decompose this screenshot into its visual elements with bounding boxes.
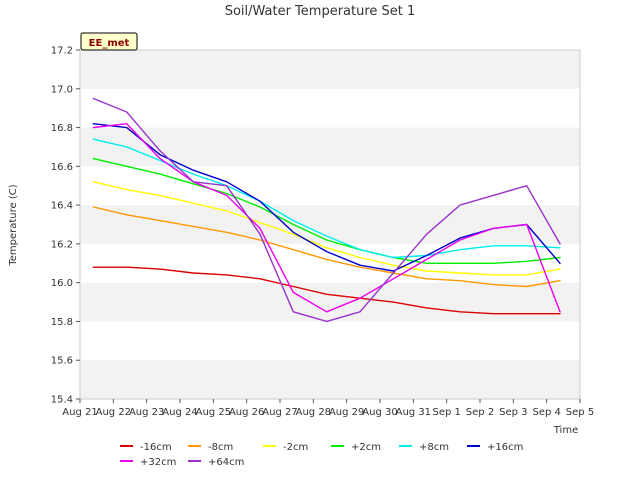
legend-label: +64cm (208, 457, 244, 468)
x-tick-label: Aug 22 (96, 407, 131, 418)
x-tick-label: Aug 24 (162, 407, 197, 418)
x-tick-label: Aug 26 (229, 407, 264, 418)
y-tick-label: 16.0 (51, 278, 73, 289)
legend-item-4: +2cm (331, 442, 381, 453)
y-tick-label: 16.8 (51, 123, 73, 134)
x-tick-label: Aug 28 (296, 407, 331, 418)
y-tick-label: 17.0 (51, 84, 73, 95)
series-line-3 (92, 181, 561, 276)
y-axis-label: Temperature (C) (8, 184, 19, 266)
grid-band (80, 360, 580, 399)
x-tick-label: Aug 27 (262, 407, 297, 418)
series-line-8 (92, 97, 561, 323)
x-tick-label: Aug 29 (329, 407, 364, 418)
y-axis: 15.4 15.6 15.8 16.0 16.2 16.4 16.6 16.8 17.0 17.2 (51, 46, 80, 406)
y-tick-label: 17.2 (51, 46, 73, 57)
grid-band (80, 127, 580, 167)
x-tick-label: Aug 30 (362, 407, 397, 418)
x-tick-label: Aug 23 (129, 407, 164, 418)
x-tick-label: Aug 25 (196, 407, 231, 418)
series-line-4 (92, 157, 561, 264)
legend-item-1: -16cm (120, 442, 172, 453)
y-tick-label: 15.8 (51, 317, 73, 328)
legend-label: -2cm (283, 442, 308, 453)
legend-item-2: -8cm (188, 442, 233, 453)
x-tick-label: Sep 2 (466, 407, 494, 418)
badge-label: EE_met (89, 38, 130, 49)
legend-label: +32cm (140, 457, 176, 468)
grid-band (80, 50, 580, 89)
y-tick-label: 16.2 (51, 239, 73, 250)
x-axis-label: Time (553, 425, 578, 436)
grid-band (80, 166, 580, 206)
legend-label: +16cm (487, 442, 523, 453)
grid-bands (80, 50, 580, 399)
plot-area (79, 49, 581, 400)
chart-title: Soil/Water Temperature Set 1 (225, 4, 416, 19)
legend-label: +8cm (419, 442, 449, 453)
y-tick-label: 16.6 (51, 162, 73, 173)
series-lines (92, 97, 561, 323)
series-line-5 (92, 138, 561, 259)
x-tick-label: Sep 1 (432, 407, 460, 418)
y-tick-label: 15.4 (51, 395, 73, 406)
x-tick-label: Aug 31 (396, 407, 431, 418)
legend-item-3: -2cm (263, 442, 308, 453)
x-tick-label: Aug 21 (62, 407, 97, 418)
legend-label: -8cm (208, 442, 233, 453)
legend-label: -16cm (140, 442, 172, 453)
legend-item-5: +8cm (399, 442, 449, 453)
series-line-1 (92, 266, 561, 315)
legend-label: +2cm (351, 442, 381, 453)
grid-band (80, 88, 580, 128)
grid-band (80, 282, 580, 322)
x-tick-label: Sep 4 (532, 407, 560, 418)
series-line-7 (92, 122, 561, 313)
grid-band (80, 321, 580, 361)
y-tick-label: 16.4 (51, 201, 73, 212)
legend-item-8: +64cm (188, 457, 244, 468)
legend-item-7: +32cm (120, 457, 176, 468)
legend: -16cm -8cm -2cm +2cm +8cm +16cm +32cm +64cm (120, 442, 523, 468)
series-line-2 (92, 206, 561, 288)
x-tick-label: Sep 5 (566, 407, 594, 418)
x-tick-label: Sep 3 (499, 407, 527, 418)
legend-item-6: +16cm (467, 442, 523, 453)
y-tick-label: 15.6 (51, 356, 73, 367)
badge-box (80, 32, 138, 51)
badge: EE_met (80, 32, 138, 51)
